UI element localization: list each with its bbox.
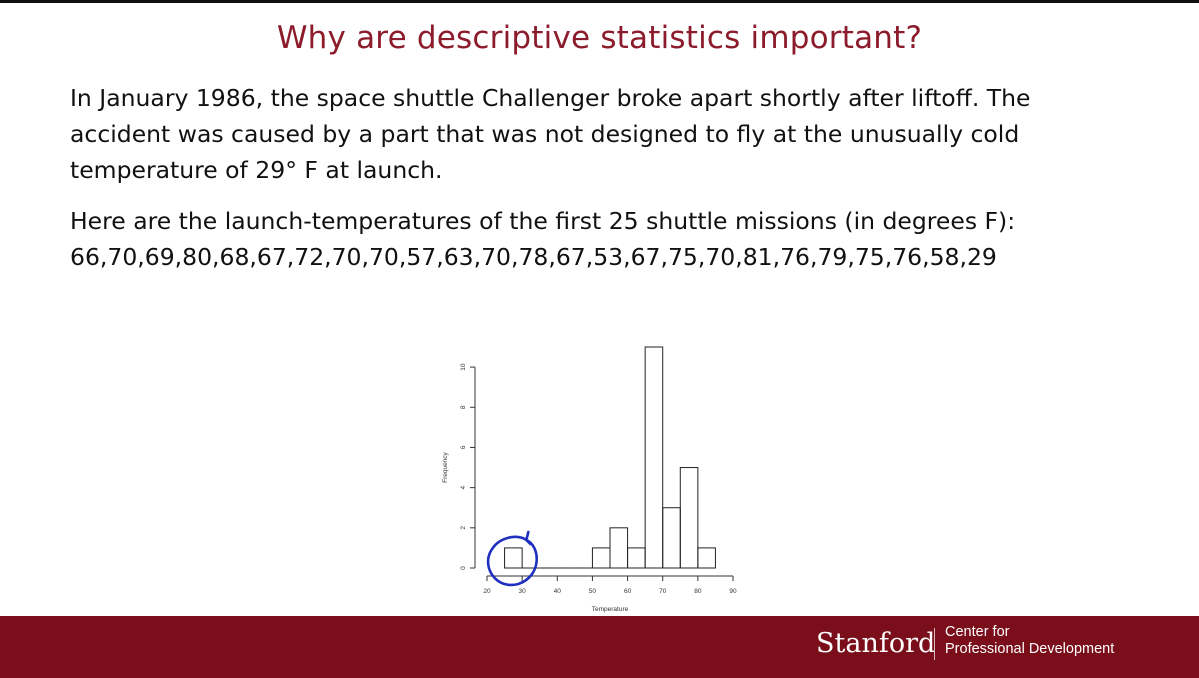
histogram-bar <box>504 547 523 569</box>
paragraph-line: Here are the launch-temperatures of the … <box>70 207 1016 235</box>
y-axis-label: Frequency <box>442 451 449 482</box>
paragraph-temperatures: Here are the launch-temperatures of the … <box>70 203 1150 275</box>
footer-bar <box>0 616 1199 678</box>
y-tick-label: 0 <box>460 566 467 570</box>
slide-title: Why are descriptive statistics important… <box>276 20 923 56</box>
footer-divider <box>934 628 935 660</box>
x-tick-label: 40 <box>554 588 562 595</box>
x-axis-label: Temperature <box>592 606 629 613</box>
temperature-histogram: 0 2 4 6 8 10 20 30 40 50 60 70 80 90 Temperature Freque… <box>442 346 737 613</box>
paragraph-line: temperature of 29° F at launch. <box>70 156 443 184</box>
histogram-bar <box>644 346 664 569</box>
paragraph-challenger: In January 1986, the space shuttle Chall… <box>70 80 1150 188</box>
window-top-border <box>0 0 1199 3</box>
paragraph-line: accident was caused by a part that was n… <box>70 120 1020 148</box>
x-tick-label: 20 <box>483 588 491 595</box>
x-tick-label: 80 <box>694 588 702 595</box>
y-tick-label: 10 <box>460 363 467 371</box>
temperature-list: 66,70,69,80,68,67,72,70,70,57,63,70,78,6… <box>70 243 997 271</box>
y-tick-label: 2 <box>460 526 467 530</box>
histogram-bar <box>697 547 716 569</box>
histogram-bar <box>609 527 629 569</box>
histogram-bar <box>679 467 699 569</box>
histogram-bar <box>591 547 611 569</box>
x-tick-label: 30 <box>519 588 527 595</box>
x-tick-label: 50 <box>589 588 597 595</box>
x-tick-label: 70 <box>659 588 667 595</box>
y-tick-label: 6 <box>460 445 467 449</box>
center-name: Center for Professional Development <box>945 624 1114 658</box>
paragraph-line: In January 1986, the space shuttle Chall… <box>70 84 1031 112</box>
y-tick-label: 4 <box>460 485 467 489</box>
center-name-line: Center for <box>945 624 1010 640</box>
annotation-circle <box>486 530 538 587</box>
y-tick-label: 8 <box>460 405 467 409</box>
center-name-line: Professional Development <box>945 641 1115 657</box>
histogram-bar <box>627 547 646 569</box>
stanford-logo: Stanford <box>816 628 936 659</box>
x-tick-label: 60 <box>624 588 632 595</box>
histogram-bar <box>662 507 681 569</box>
x-tick-label: 90 <box>729 588 737 595</box>
